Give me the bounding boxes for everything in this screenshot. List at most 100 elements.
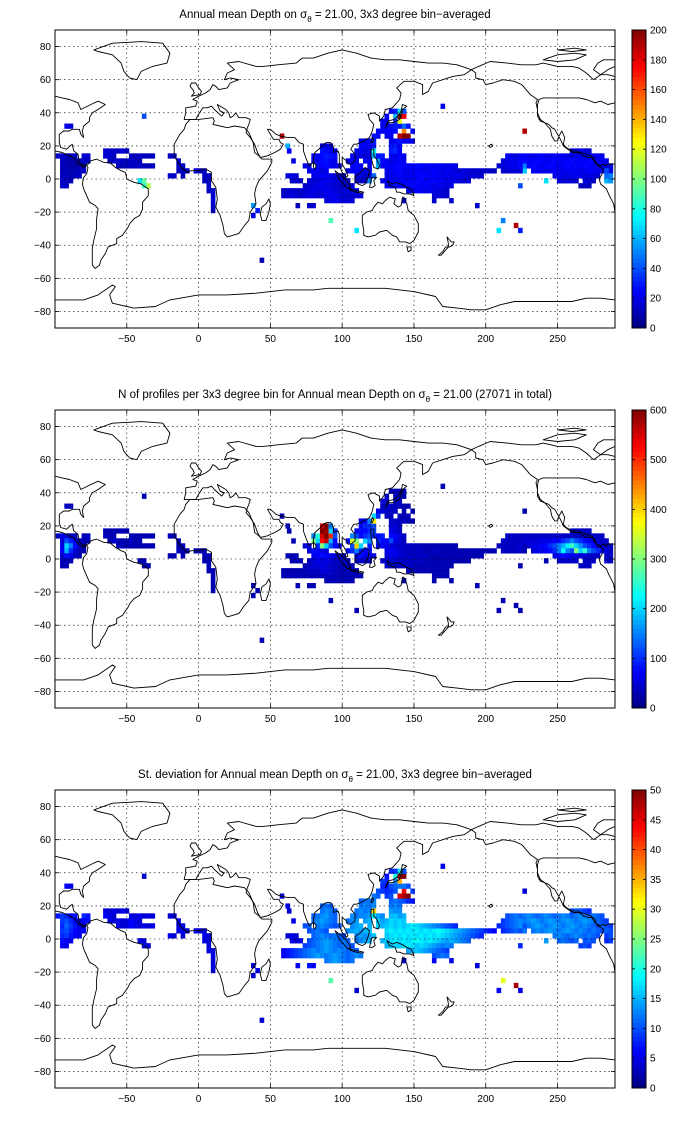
heatmap-cell (401, 933, 407, 939)
heatmap-cell (68, 918, 74, 924)
heatmap-cell (444, 938, 450, 944)
heatmap-cell (397, 183, 403, 189)
heatmap-cell (470, 928, 476, 934)
heatmap-cell (350, 563, 355, 569)
heatmap-cell (337, 933, 342, 939)
heatmap-cell (569, 918, 575, 924)
heatmap-cell (311, 948, 316, 954)
heatmap-cell (294, 178, 299, 184)
y-tick-label: −60 (34, 654, 51, 665)
heatmap-cell (531, 928, 536, 934)
heatmap-cell (328, 568, 334, 574)
heatmap-cell (440, 553, 446, 559)
heatmap-cell (414, 928, 420, 934)
heatmap-cell (150, 153, 156, 159)
heatmap-cell (311, 553, 316, 559)
heatmap-cell (363, 548, 368, 554)
heatmap-cell (388, 548, 394, 554)
heatmap-cell (354, 227, 359, 234)
heatmap-cell (414, 173, 420, 179)
heatmap-cell (375, 888, 381, 894)
heatmap-cell (574, 168, 579, 174)
heatmap-cell (120, 148, 125, 154)
heatmap-cell (522, 538, 527, 544)
heatmap-cell (380, 163, 385, 169)
chart-panel: St. deviation for Annual mean Depth on σ… (34, 769, 662, 1105)
coastline (81, 538, 149, 649)
heatmap-cell (406, 948, 411, 954)
heatmap-cell (513, 913, 519, 919)
chart-panel: Annual mean Depth on σθ = 21.00, 3x3 deg… (34, 9, 667, 345)
colorbar-segment (632, 887, 646, 893)
heatmap-cell (539, 153, 545, 159)
heatmap-cell (393, 178, 398, 184)
heatmap-cell (401, 138, 407, 144)
heatmap-cell (518, 923, 523, 929)
heatmap-cell (298, 953, 303, 959)
colorbar-tick-label: 100 (650, 175, 667, 186)
heatmap-cell (518, 168, 523, 174)
heatmap-cell (367, 148, 372, 154)
heatmap-cell (406, 503, 411, 509)
heatmap-cell (556, 543, 562, 549)
heatmap-cell (522, 913, 527, 919)
y-tick-label: 60 (40, 835, 52, 846)
heatmap-cell (419, 563, 424, 569)
heatmap-cell (453, 923, 459, 929)
heatmap-cell (565, 558, 571, 564)
heatmap-cell (146, 183, 151, 189)
heatmap-cell (307, 938, 312, 944)
heatmap-cell (341, 183, 347, 189)
heatmap-cell (345, 548, 351, 554)
heatmap-cell (518, 987, 523, 994)
heatmap-cell (176, 923, 181, 929)
colorbar-segment (632, 897, 646, 903)
heatmap-cell (518, 163, 523, 169)
heatmap-cell (401, 898, 407, 904)
heatmap-cell (595, 158, 601, 164)
heatmap-cell (77, 173, 82, 179)
heatmap-cell (388, 158, 394, 164)
colorbar-segment (632, 563, 646, 569)
heatmap-cell (133, 538, 138, 544)
heatmap-cell (453, 553, 459, 559)
heatmap-cell (431, 553, 437, 559)
heatmap-cell (81, 158, 87, 164)
heatmap-cell (388, 108, 394, 114)
heatmap-cell (440, 948, 446, 954)
heatmap-cell (133, 913, 138, 919)
coastline (470, 821, 615, 973)
colorbar-segment (632, 1036, 646, 1042)
heatmap-cell (449, 928, 454, 934)
heatmap-cell (556, 538, 562, 544)
heatmap-cell (587, 563, 592, 569)
heatmap-cell (578, 163, 583, 169)
heatmap-cell (410, 543, 415, 549)
y-tick-label: 80 (40, 422, 52, 433)
heatmap-cell (371, 553, 377, 559)
heatmap-cell (587, 153, 592, 159)
colorbar-segment (632, 188, 646, 194)
heatmap-cell (440, 103, 446, 109)
colorbar-segment (632, 531, 646, 537)
heatmap-cell (431, 168, 437, 174)
heatmap-cell (328, 538, 334, 544)
heatmap-cell (539, 533, 545, 539)
heatmap-cell (384, 928, 390, 934)
heatmap-cell (509, 928, 515, 934)
heatmap-cell (453, 543, 459, 549)
heatmap-cell (354, 918, 359, 924)
heatmap-cell (587, 178, 592, 184)
heatmap-cell (604, 553, 609, 559)
heatmap-cell (423, 163, 428, 169)
heatmap-cell (146, 163, 151, 169)
heatmap-cell (444, 188, 450, 194)
heatmap-cell (380, 883, 385, 889)
colorbar-segment (632, 451, 646, 457)
heatmap-cell (552, 538, 558, 544)
colorbar-tick-label: 300 (650, 555, 667, 566)
heatmap-cell (608, 558, 614, 564)
heatmap-cell (595, 538, 601, 544)
heatmap-cell (604, 928, 609, 934)
heatmap-cell (397, 158, 403, 164)
